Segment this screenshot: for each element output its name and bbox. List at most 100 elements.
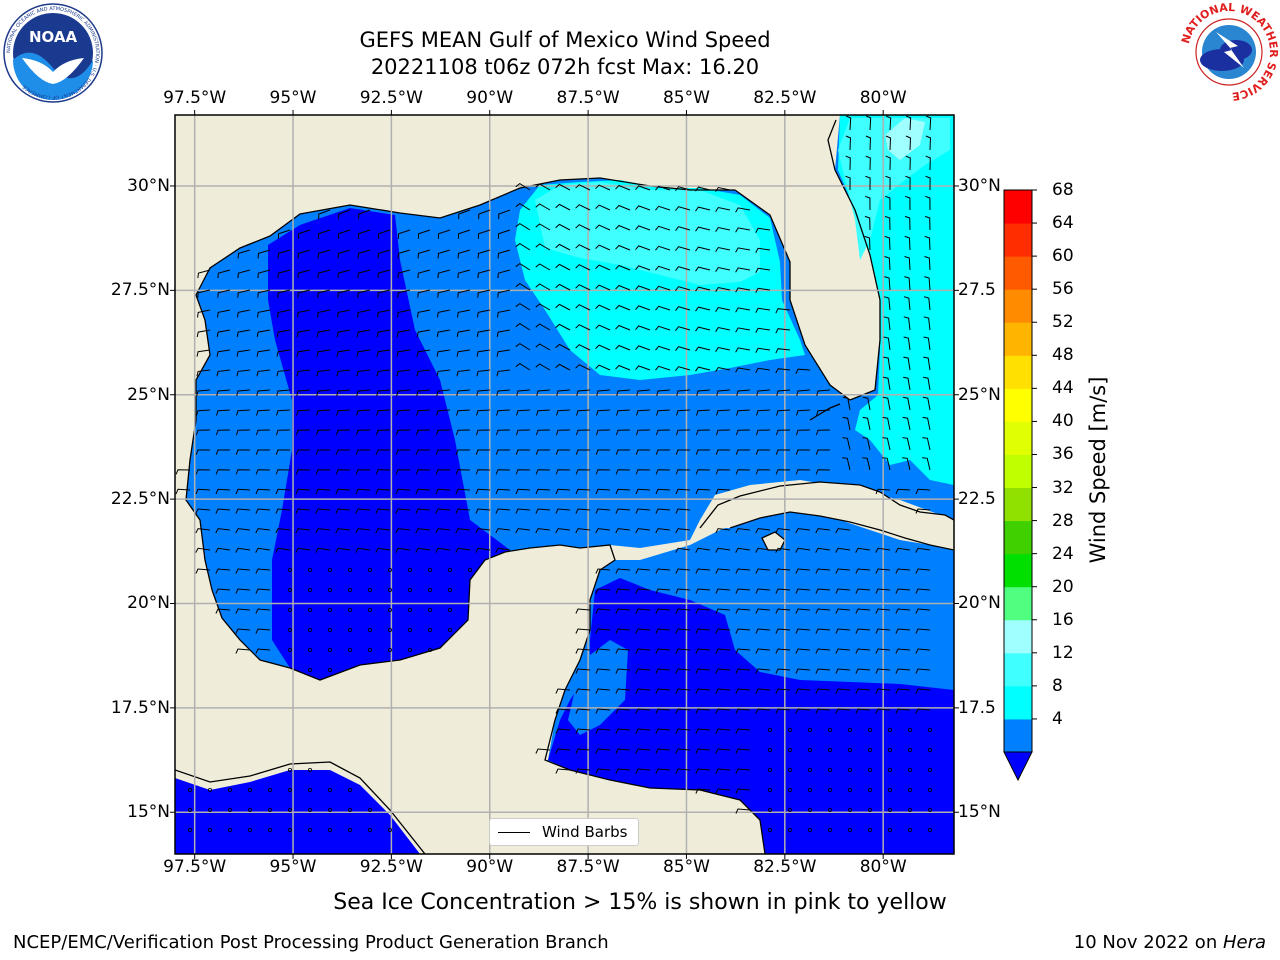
colorbar-tick-label: 4 bbox=[1052, 708, 1063, 729]
calm-barb bbox=[407, 588, 412, 593]
wind-barb bbox=[635, 285, 651, 291]
wind-barb bbox=[915, 628, 931, 634]
wind-barb bbox=[436, 329, 451, 338]
wind-barb bbox=[635, 185, 651, 191]
wind-barb bbox=[436, 349, 451, 357]
calm-barb bbox=[247, 788, 252, 793]
wind-barb bbox=[235, 608, 251, 614]
calm-barb bbox=[307, 608, 312, 613]
calm-barb bbox=[828, 808, 833, 813]
colorbar-segment bbox=[1004, 421, 1032, 455]
wind-barb bbox=[923, 336, 931, 351]
wind-barb bbox=[883, 316, 891, 331]
colorbar-segment bbox=[1004, 256, 1032, 290]
wind-barb bbox=[635, 728, 651, 734]
wind-barb bbox=[235, 528, 251, 534]
colorbar-segment bbox=[1004, 355, 1032, 389]
wind-barb bbox=[555, 728, 571, 734]
calm-barb bbox=[908, 828, 913, 833]
wind-barb bbox=[455, 488, 471, 495]
footer-date: 10 Nov 2022 on Hera bbox=[1074, 932, 1266, 953]
wind-barb bbox=[635, 325, 651, 331]
lon-tick-label-bottom: 95°W bbox=[269, 857, 317, 877]
calm-barb bbox=[808, 808, 813, 813]
wind-barb bbox=[635, 265, 651, 271]
wind-barb bbox=[595, 204, 611, 211]
wind-barb bbox=[236, 409, 251, 416]
wind-barb bbox=[715, 449, 730, 455]
wind-barb bbox=[496, 409, 511, 416]
wind-barb bbox=[796, 389, 811, 397]
wind-barb bbox=[595, 568, 611, 574]
wind-barb bbox=[635, 205, 651, 211]
wind-barb bbox=[555, 263, 571, 271]
wind-barb bbox=[236, 369, 251, 377]
wind-barb bbox=[795, 628, 811, 634]
calm-barb bbox=[768, 828, 773, 833]
calm-barb bbox=[427, 628, 432, 633]
wind-barb bbox=[276, 389, 291, 397]
wind-barb bbox=[855, 648, 871, 654]
wind-barb bbox=[795, 469, 811, 475]
wind-barb bbox=[735, 429, 751, 436]
wind-barb bbox=[236, 329, 251, 338]
calm-barb bbox=[848, 828, 853, 833]
wind-barb bbox=[675, 488, 691, 495]
wind-barb bbox=[695, 246, 711, 252]
wind-barb bbox=[417, 289, 431, 298]
wind-barb bbox=[695, 469, 711, 475]
wind-barb bbox=[636, 409, 651, 416]
wind-barb bbox=[915, 508, 931, 514]
wind-barb bbox=[695, 266, 711, 272]
calm-barb bbox=[928, 748, 933, 753]
calm-barb bbox=[888, 788, 893, 793]
wind-barb bbox=[842, 437, 851, 451]
calm-barb bbox=[387, 828, 392, 833]
wind-barb bbox=[336, 349, 351, 357]
wind-barb bbox=[497, 269, 511, 279]
wind-barb bbox=[515, 302, 531, 311]
wind-barb bbox=[536, 409, 551, 416]
wind-barb bbox=[376, 329, 391, 338]
wind-barb bbox=[575, 204, 591, 211]
wind-barb bbox=[256, 409, 271, 416]
wind-barb bbox=[357, 309, 371, 318]
wind-barb bbox=[356, 389, 371, 397]
wind-barb bbox=[715, 266, 731, 272]
wind-barb bbox=[397, 249, 411, 259]
wind-barb bbox=[716, 409, 731, 416]
wind-barb bbox=[842, 396, 851, 411]
wind-barb bbox=[595, 264, 611, 271]
wind-barb bbox=[575, 224, 591, 231]
wind-barb bbox=[884, 276, 891, 291]
colorbar-segment bbox=[1004, 289, 1032, 323]
wind-barb bbox=[515, 282, 531, 291]
wind-barb bbox=[375, 449, 390, 455]
wind-barb bbox=[635, 668, 651, 674]
wind-barb bbox=[277, 229, 291, 239]
wind-barb bbox=[855, 708, 871, 714]
calm-barb bbox=[307, 588, 312, 593]
wind-barb bbox=[655, 748, 671, 754]
wind-barb bbox=[476, 369, 491, 377]
wind-barb bbox=[676, 409, 691, 416]
wind-barb bbox=[515, 429, 531, 436]
wind-barb bbox=[616, 389, 631, 397]
wind-barb bbox=[575, 668, 591, 674]
wind-barb bbox=[675, 286, 691, 291]
wind-barb bbox=[575, 608, 591, 614]
wind-barb bbox=[904, 276, 911, 291]
wind-barb bbox=[755, 429, 771, 436]
wind-barb bbox=[735, 628, 751, 634]
wind-barb bbox=[235, 648, 251, 654]
calm-barb bbox=[788, 808, 793, 813]
wind-barb bbox=[815, 547, 831, 553]
wind-barb bbox=[535, 283, 551, 291]
wind-barb bbox=[235, 628, 251, 634]
wind-barb bbox=[816, 389, 831, 397]
wind-barb bbox=[295, 547, 311, 553]
colorbar bbox=[1003, 189, 1037, 782]
wind-barb bbox=[555, 243, 571, 251]
wind-barb bbox=[655, 668, 671, 674]
wind-barb bbox=[755, 247, 771, 253]
